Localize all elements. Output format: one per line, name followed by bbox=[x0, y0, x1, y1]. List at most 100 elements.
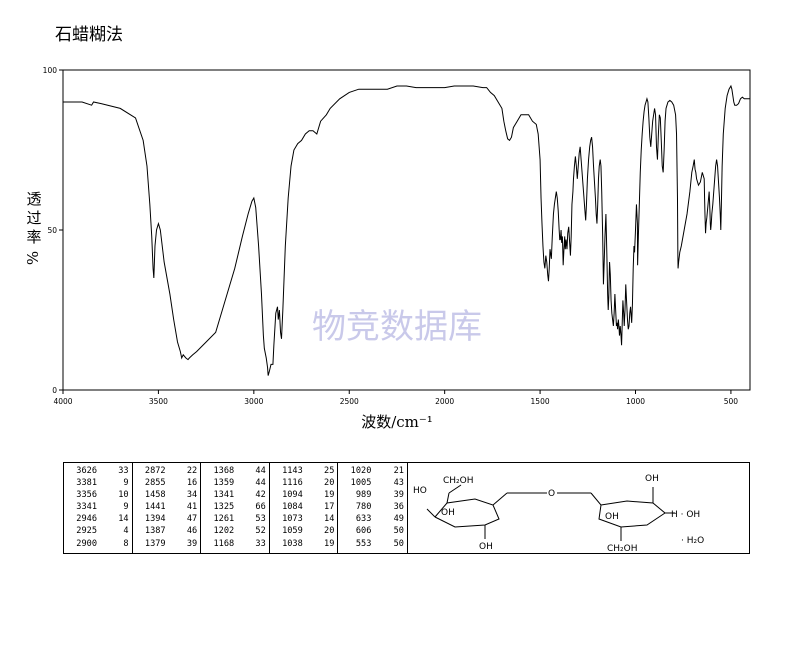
peak-transmittance: 14 bbox=[324, 514, 335, 525]
peak-row: 3381 9 bbox=[67, 477, 128, 489]
peak-row: 1325 66 bbox=[204, 501, 266, 513]
peak-row: 1168 33 bbox=[204, 538, 265, 550]
peak-row: 1394 47 bbox=[136, 513, 197, 525]
peak-wavenumber: 1394 bbox=[144, 514, 166, 525]
peak-wavenumber: 3626 bbox=[76, 466, 97, 476]
structure-panel: HO CH₂OH OH OH O OH OH CH₂OH H · OH · H₂… bbox=[407, 463, 749, 554]
x-axis-ticks: 4000 3500 3000 2500 2000 1500 1000 500 bbox=[53, 390, 738, 406]
label-ch2oh-bottom: CH₂OH bbox=[607, 544, 638, 553]
structure-bonds bbox=[426, 484, 675, 541]
y-tick-label: 0 bbox=[52, 386, 57, 395]
label-oh-ring-right: OH bbox=[605, 512, 619, 522]
peak-transmittance: 44 bbox=[255, 466, 266, 476]
peak-row: 1202 52 bbox=[204, 525, 265, 537]
peak-transmittance: 43 bbox=[393, 478, 404, 489]
peak-wavenumber: 1379 bbox=[144, 538, 166, 549]
peak-column: 3626 33 3381 9 3356 10 3341 9 2946 14 2925 4 2900 8 bbox=[64, 463, 133, 553]
peak-row: 780 36 bbox=[341, 501, 404, 513]
peak-wavenumber: 633 bbox=[355, 514, 372, 525]
peak-transmittance: 36 bbox=[393, 502, 404, 513]
peak-transmittance: 33 bbox=[118, 466, 129, 476]
peak-wavenumber: 2946 bbox=[76, 514, 97, 525]
peak-row: 1073 14 bbox=[273, 513, 335, 525]
label-h-oh: H · OH bbox=[671, 510, 700, 520]
label-o-bridge: O bbox=[548, 489, 555, 499]
peak-wavenumber: 1359 bbox=[213, 478, 235, 489]
peak-transmittance: 22 bbox=[186, 466, 198, 476]
peak-transmittance: 66 bbox=[255, 502, 266, 513]
peak-wavenumber: 553 bbox=[355, 538, 372, 549]
peak-transmittance: 39 bbox=[393, 490, 404, 501]
peak-wavenumber: 1059 bbox=[282, 526, 303, 537]
peak-table: 3626 33 3381 9 3356 10 3341 9 2946 14 2925 4 2900 8 28… bbox=[64, 463, 408, 553]
x-tick-label: 2000 bbox=[435, 397, 454, 406]
peak-row: 1059 20 bbox=[273, 525, 335, 537]
peak-row: 1368 44 bbox=[204, 465, 266, 477]
peak-transmittance: 50 bbox=[393, 538, 404, 549]
peak-row: 1379 39 bbox=[136, 538, 198, 550]
peak-row: 1341 42 bbox=[204, 489, 266, 501]
peak-transmittance: 19 bbox=[324, 538, 335, 549]
peak-transmittance: 25 bbox=[324, 466, 335, 476]
peak-transmittance: 9 bbox=[123, 502, 129, 513]
y-axis-label-char: % bbox=[24, 251, 42, 265]
peak-wavenumber: 1441 bbox=[144, 502, 166, 513]
label-h2o: · H₂O bbox=[681, 536, 704, 546]
page-title: 石蜡糊法 bbox=[55, 25, 123, 45]
peak-transmittance: 16 bbox=[186, 478, 198, 489]
peak-wavenumber: 1202 bbox=[213, 526, 235, 537]
y-axis-ticks: 0 50 100 bbox=[43, 66, 63, 395]
peak-transmittance: 8 bbox=[123, 538, 129, 549]
peak-row: 2855 16 bbox=[136, 477, 198, 489]
peak-row: 1261 53 bbox=[204, 513, 266, 525]
peak-row: 1359 44 bbox=[204, 477, 265, 489]
x-tick-label: 4000 bbox=[53, 397, 72, 406]
peak-column: 2872 22 2855 16 1458 34 1441 41 1394 47 1387 46 1379… bbox=[133, 463, 202, 553]
x-tick-label: 1000 bbox=[626, 397, 645, 406]
peak-wavenumber: 1020 bbox=[350, 466, 372, 476]
peak-wavenumber: 1168 bbox=[213, 538, 235, 549]
peak-wavenumber: 1094 bbox=[282, 490, 303, 501]
watermark: 物竞数据库 bbox=[312, 307, 482, 347]
peak-row: 1084 17 bbox=[273, 501, 335, 513]
peak-row: 1005 43 bbox=[341, 477, 404, 489]
peak-wavenumber: 3341 bbox=[76, 502, 97, 513]
y-tick-label: 100 bbox=[43, 66, 58, 75]
label-oh-top-right: OH bbox=[645, 474, 659, 484]
peak-transmittance: 39 bbox=[186, 538, 198, 549]
x-tick-label: 2500 bbox=[340, 397, 359, 406]
peak-wavenumber: 2925 bbox=[76, 526, 97, 537]
peak-row: 553 50 bbox=[341, 538, 404, 550]
peak-transmittance: 46 bbox=[186, 526, 198, 537]
peak-transmittance: 20 bbox=[324, 526, 335, 537]
peak-row: 1020 21 bbox=[341, 465, 404, 477]
y-axis-label-char: 率 bbox=[26, 228, 41, 246]
peak-row: 3341 9 bbox=[67, 501, 129, 513]
peak-wavenumber: 1368 bbox=[213, 466, 235, 476]
peak-row: 3356 10 bbox=[67, 489, 128, 501]
peak-row: 989 39 bbox=[341, 489, 404, 501]
peak-row: 1458 34 bbox=[136, 489, 197, 501]
ir-spectrum-chart: 0 50 100 4000 3500 3000 2500 2000 1500 1000 500 物… bbox=[24, 66, 751, 431]
label-oh-ring-left: OH bbox=[441, 508, 455, 518]
peak-wavenumber: 1116 bbox=[282, 478, 303, 489]
x-tick-label: 1500 bbox=[531, 397, 550, 406]
x-tick-label: 3000 bbox=[244, 397, 263, 406]
peak-transmittance: 21 bbox=[393, 466, 404, 476]
molecule-structure: HO CH₂OH OH OH O OH OH CH₂OH H · OH · H₂… bbox=[413, 474, 704, 554]
peak-transmittance: 17 bbox=[324, 502, 335, 513]
peak-wavenumber: 780 bbox=[355, 502, 372, 513]
peak-transmittance: 14 bbox=[118, 514, 129, 525]
peak-row: 606 50 bbox=[341, 525, 404, 537]
peak-wavenumber: 1458 bbox=[144, 490, 166, 501]
peak-transmittance: 4 bbox=[123, 526, 129, 537]
peak-transmittance: 41 bbox=[186, 502, 198, 513]
x-axis-label: 波数/cm⁻¹ bbox=[361, 413, 433, 431]
y-axis-label-char: 过 bbox=[26, 209, 41, 227]
spectrum-line bbox=[63, 84, 750, 376]
data-panel: 3626 33 3381 9 3356 10 3341 9 2946 14 2925 4 2900 8 28… bbox=[63, 462, 750, 554]
peak-wavenumber: 1084 bbox=[282, 502, 303, 513]
peak-transmittance: 42 bbox=[255, 490, 266, 501]
peak-row: 2946 14 bbox=[67, 513, 129, 525]
peak-transmittance: 53 bbox=[255, 514, 266, 525]
